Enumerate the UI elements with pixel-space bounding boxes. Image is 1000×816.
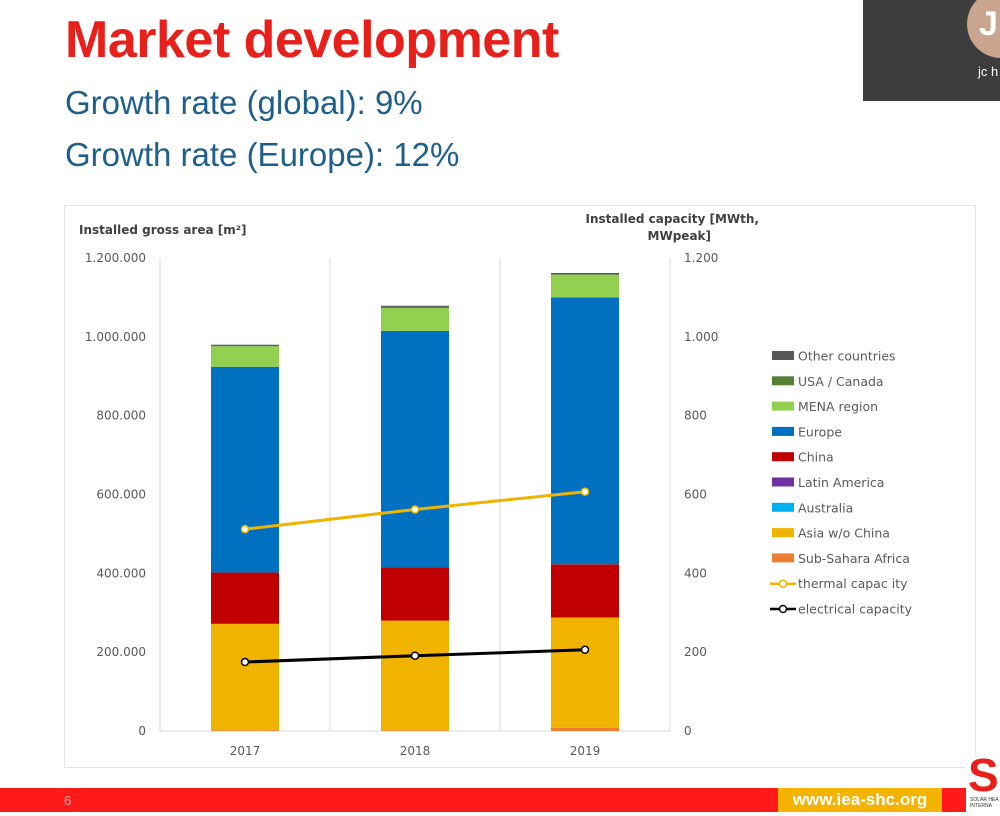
footer-logo bbox=[966, 756, 1000, 816]
point-electrical-capacity bbox=[410, 651, 420, 660]
right-tick-label: 200 bbox=[684, 645, 707, 659]
legend-label-thermal-capac-ity: thermal capac ity bbox=[798, 576, 908, 591]
point-electrical-capacity bbox=[240, 657, 250, 667]
right-axis-title-line2: MWpeak] bbox=[648, 229, 711, 243]
chart-frame: Installed gross area [m²] Installed capa… bbox=[64, 205, 976, 768]
legend-label-mena-region: MENA region bbox=[798, 399, 878, 414]
bar-usa-canada bbox=[211, 345, 279, 347]
bar-other-countries bbox=[551, 272, 619, 275]
point-electrical-capacity bbox=[580, 645, 590, 655]
legend: Other countries USA / Canada MENA region Eu… bbox=[770, 349, 913, 617]
legend-label-europe: Europe bbox=[798, 424, 842, 439]
logo-text-line2: INTERNA bbox=[970, 803, 992, 809]
bar-other-countries bbox=[381, 305, 449, 307]
left-tick-label: 0 bbox=[138, 724, 146, 738]
bar-mena-region bbox=[551, 274, 619, 298]
left-tick-label: 800.000 bbox=[96, 409, 146, 423]
x-tick-label: 2017 bbox=[230, 744, 261, 758]
legend-label-other-countries: Other countries bbox=[798, 349, 896, 364]
bar-asia-w-o-china bbox=[211, 623, 279, 731]
legend-swatch-australia bbox=[772, 502, 794, 512]
bar-sub-sahara-africa bbox=[381, 730, 449, 731]
logo-text-line1: SOLAR HEA bbox=[970, 797, 999, 803]
legend-swatch-asia-w-o-china bbox=[772, 528, 794, 538]
legend-swatch-usa-canada bbox=[772, 376, 794, 386]
right-tick-label: 1.200 bbox=[684, 251, 718, 265]
bar-mena-region bbox=[211, 346, 279, 367]
bar-asia-w-o-china bbox=[551, 617, 619, 728]
x-tick-label: 2018 bbox=[400, 744, 431, 758]
right-tick-label: 0 bbox=[684, 724, 692, 738]
point-thermal-capac-ity bbox=[410, 505, 420, 514]
growth-rate-global: Growth rate (global): 9% bbox=[65, 84, 423, 121]
legend-swatch-latin-america bbox=[772, 477, 794, 487]
legend-label-electrical-capacity: electrical capacity bbox=[798, 602, 913, 617]
page-number: 6 bbox=[64, 793, 72, 808]
participant-name: jc h bbox=[978, 64, 999, 79]
bar-china bbox=[381, 567, 449, 621]
right-axis-title-line1: Installed capacity [MWth, bbox=[586, 212, 759, 226]
left-tick-label: 1.000.000 bbox=[85, 330, 146, 344]
legend-label-asia-w-o-china: Asia w/o China bbox=[798, 526, 890, 541]
legend-swatch-mena-region bbox=[772, 401, 794, 411]
legend-marker-electrical-capacity bbox=[778, 604, 788, 614]
legend-label-china: China bbox=[798, 450, 834, 465]
left-axis-title: Installed gross area [m²] bbox=[79, 223, 247, 237]
bar-usa-canada bbox=[551, 274, 619, 275]
legend-swatch-sub-sahara-africa bbox=[772, 553, 794, 563]
axes-layer: Installed gross area [m²] Installed capa… bbox=[79, 212, 759, 758]
left-tick-label: 600.000 bbox=[96, 488, 146, 502]
bar-usa-canada bbox=[381, 306, 449, 309]
legend-label-usa-canada: USA / Canada bbox=[798, 374, 884, 389]
legend-label-sub-sahara-africa: Sub-Sahara Africa bbox=[798, 551, 910, 566]
bar-china bbox=[551, 564, 619, 618]
logo-text: SOLAR HEA INTERNA bbox=[970, 797, 999, 809]
growth-rate-europe: Growth rate (Europe): 12% bbox=[65, 136, 460, 173]
bar-sub-sahara-africa bbox=[551, 727, 619, 731]
legend-swatch-europe bbox=[772, 426, 794, 436]
left-tick-label: 400.000 bbox=[96, 566, 146, 580]
bar-europe bbox=[381, 330, 449, 568]
legend-swatch-other-countries bbox=[772, 351, 794, 360]
right-tick-label: 800 bbox=[684, 409, 707, 423]
bar-europe bbox=[551, 297, 619, 565]
bar-asia-w-o-china bbox=[381, 620, 449, 731]
right-tick-label: 400 bbox=[684, 566, 707, 580]
bar-europe bbox=[211, 366, 279, 573]
legend-label-australia: Australia bbox=[798, 500, 853, 515]
logo-letter: S bbox=[968, 749, 999, 801]
left-tick-label: 1.200.000 bbox=[85, 251, 146, 265]
bar-china bbox=[211, 572, 279, 624]
point-thermal-capac-ity bbox=[580, 487, 590, 496]
bars-layer bbox=[211, 272, 619, 731]
footer-url-link[interactable]: www.iea-shc.org bbox=[778, 788, 942, 812]
bar-mena-region bbox=[381, 308, 449, 331]
bar-other-countries bbox=[211, 344, 279, 346]
market-chart: Installed gross area [m²] Installed capa… bbox=[79, 212, 913, 758]
x-tick-label: 2019 bbox=[570, 744, 601, 758]
legend-label-latin-america: Latin America bbox=[798, 475, 884, 490]
right-tick-label: 600 bbox=[684, 488, 707, 502]
lines-layer bbox=[240, 487, 590, 667]
left-tick-label: 200.000 bbox=[96, 645, 146, 659]
right-tick-label: 1.000 bbox=[684, 330, 718, 344]
legend-marker-thermal-capac-ity bbox=[778, 579, 788, 588]
slide-title: Market development bbox=[65, 11, 559, 69]
legend-swatch-china bbox=[772, 452, 794, 462]
bar-sub-sahara-africa bbox=[211, 730, 279, 731]
point-thermal-capac-ity bbox=[240, 524, 250, 534]
